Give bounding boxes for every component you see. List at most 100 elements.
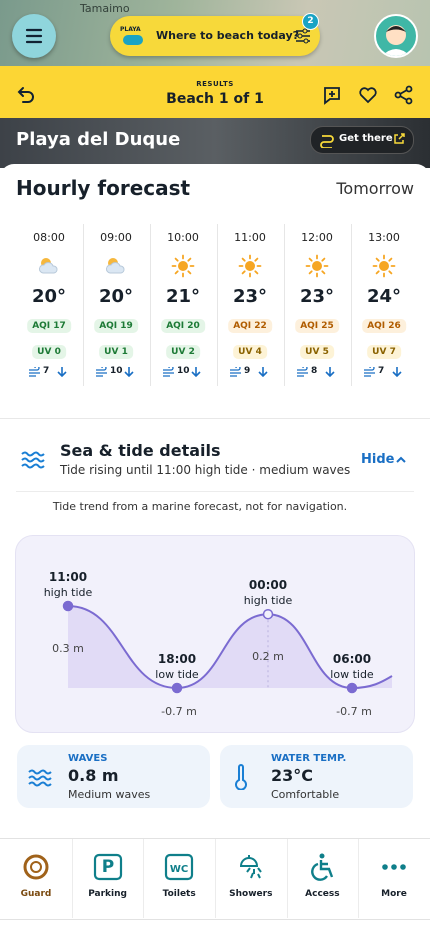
icon-part — [187, 270, 192, 275]
wind-speed: 10 — [177, 366, 190, 376]
icon-part — [319, 853, 325, 859]
icon-part — [321, 270, 326, 275]
wind-icon — [96, 367, 107, 377]
nav-item[interactable] — [73, 840, 143, 918]
hour-time: 12:00 — [301, 231, 333, 244]
search-bar[interactable]: PLAYA Where to beach today? — [110, 16, 320, 56]
uv-pill: UV 4 — [233, 345, 267, 359]
tide-time: 18:00 — [158, 652, 196, 666]
weather-icon — [106, 258, 125, 274]
menu-button[interactable] — [12, 14, 56, 58]
chevron-up[interactable] — [395, 454, 407, 466]
avatar[interactable] — [374, 14, 418, 58]
map-label: Tamaimo — [80, 2, 130, 15]
icon-part — [391, 864, 397, 870]
card-label: WATER TEMP. — [271, 753, 347, 764]
icon-part — [388, 257, 393, 262]
nav-icon — [382, 864, 406, 870]
thermometer-icon — [235, 764, 247, 790]
beach-banner: Playa del Duque Get there — [0, 118, 430, 168]
icon-part — [302, 28, 308, 34]
wind-icon — [29, 367, 40, 377]
tide-time: 11:00 — [49, 570, 87, 584]
filter-badge: 2 — [302, 13, 319, 30]
back-icon[interactable] — [16, 85, 36, 103]
get-there-button[interactable]: Get there — [310, 126, 414, 154]
tide-height: -0.7 m — [336, 705, 372, 718]
divider — [0, 418, 430, 419]
nav-item[interactable] — [1, 840, 71, 918]
uv-pill: UV 5 — [300, 345, 334, 359]
icon-part — [324, 87, 340, 105]
nav-item[interactable] — [359, 840, 429, 918]
tide-title: Sea & tide details — [60, 441, 221, 460]
icon-part — [382, 864, 388, 870]
icon-part — [308, 257, 313, 262]
wind-speed: 7 — [43, 366, 50, 376]
hour-time: 09:00 — [100, 231, 132, 244]
nav-icon — [23, 854, 49, 880]
share-icon[interactable] — [394, 85, 414, 105]
weather-icon — [305, 254, 329, 278]
tide-chart: 11:00 high tide 0.3 m 18:00 low tide -0.7 m 00… — [44, 570, 393, 718]
icon-part — [30, 861, 42, 873]
column-divider — [149, 224, 151, 386]
nav-icon-text: WC — [170, 864, 188, 875]
icon-part — [17, 87, 34, 103]
icon-part — [106, 262, 125, 274]
nav-icon — [311, 853, 334, 881]
icon-part — [392, 367, 402, 377]
icon-part — [382, 49, 410, 56]
card-detail: Medium waves — [68, 788, 151, 801]
nav-item[interactable] — [144, 840, 214, 918]
tide-kind: high tide — [44, 586, 93, 599]
icon-part — [28, 769, 52, 787]
column-divider — [283, 224, 285, 386]
nav-icon — [239, 855, 262, 879]
wind-speed: 8 — [311, 366, 318, 376]
icon-part — [187, 257, 192, 262]
icon-part — [308, 270, 313, 275]
wind-icon — [163, 367, 174, 377]
nav-item[interactable] — [216, 840, 286, 918]
tide-point — [62, 600, 74, 612]
hour-temp: 23° — [232, 286, 268, 307]
icon-part — [93, 853, 122, 881]
day-label: Tomorrow — [336, 179, 414, 198]
wind-direction — [124, 367, 134, 377]
waves-icon — [28, 769, 52, 787]
tide-point — [346, 682, 358, 694]
aqi-pill: AQI 22 — [228, 319, 272, 333]
header-label: RESULTS — [196, 80, 234, 88]
wind-speed: 7 — [378, 366, 385, 376]
icon-part — [297, 367, 308, 377]
icon-part — [379, 261, 389, 271]
results-header: RESULTS Beach 1 of 1 — [0, 66, 430, 118]
favorite-icon[interactable] — [358, 85, 378, 105]
content-card — [0, 164, 430, 834]
uv-pill: UV 0 — [32, 345, 66, 359]
icon-part — [405, 97, 413, 105]
nav-divider — [358, 839, 360, 918]
icon-part — [375, 257, 380, 262]
weather-icon — [372, 254, 396, 278]
uv-pill: UV 2 — [166, 345, 200, 359]
tide-point — [171, 682, 183, 694]
tide-area — [68, 606, 392, 688]
hour-temp: 20° — [98, 286, 134, 307]
wind-direction — [325, 367, 335, 377]
external-icon — [394, 133, 405, 144]
icon-part — [405, 85, 413, 93]
waves-card: WAVES 0.8 m Medium waves — [17, 745, 210, 808]
tide-toggle[interactable]: Hide — [361, 452, 395, 467]
nav-item[interactable] — [287, 840, 357, 918]
icon-part — [21, 451, 45, 469]
icon-part — [254, 257, 259, 262]
tide-height: -0.7 m — [161, 705, 197, 718]
icon-part — [312, 261, 322, 271]
nav-label: Parking — [88, 889, 127, 899]
icon-part — [165, 853, 194, 881]
wind-direction — [392, 367, 402, 377]
wind-icon — [297, 367, 308, 377]
note-icon[interactable] — [322, 85, 342, 105]
